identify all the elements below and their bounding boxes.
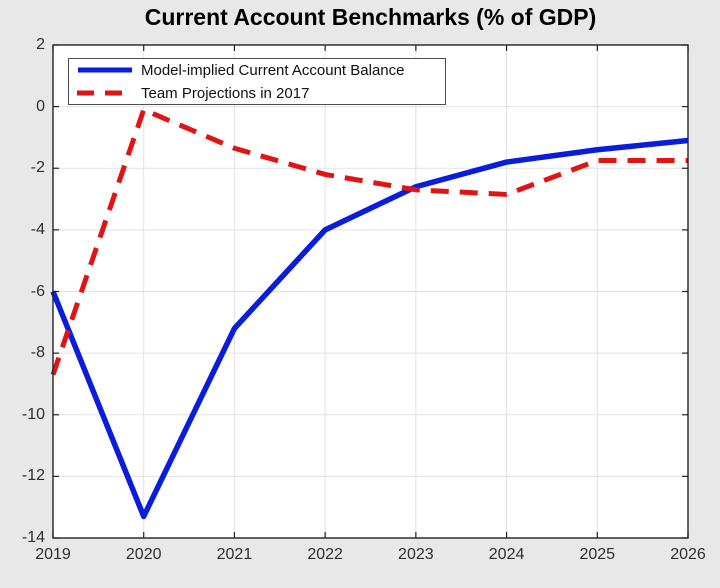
x-axis-tick-label: 2026 [670, 546, 706, 563]
y-axis-tick-label: -2 [30, 159, 45, 177]
y-axis-tick-label: 0 [36, 97, 45, 115]
legend-dashed-line-sample [77, 90, 133, 96]
y-axis-tick-label: -8 [30, 344, 45, 362]
legend-item-team-projections: Team Projections in 2017 [76, 83, 445, 104]
x-axis-tick-label: 2019 [35, 546, 71, 563]
series-line-team-projections [50, 107, 688, 376]
y-axis-tick-label: -4 [30, 220, 45, 238]
series-line-model-implied [50, 137, 689, 520]
legend: Model-implied Current Account Balance Te… [68, 58, 446, 105]
legend-label-team-projections: Team Projections in 2017 [141, 84, 310, 102]
x-axis-tick-label: 2022 [307, 546, 343, 563]
x-axis-tick-label: 2020 [125, 546, 162, 563]
legend-label-model-implied: Model-implied Current Account Balance [141, 61, 405, 79]
chart-title: Current Account Benchmarks (% of GDP) [144, 4, 597, 30]
x-axis-tick-label: 2025 [579, 546, 616, 563]
y-axis-tick-label: -14 [21, 529, 45, 546]
x-axis-tick-label: 2023 [398, 546, 434, 563]
y-axis-tick-label: -12 [21, 467, 45, 485]
y-axis-tick-label: -10 [21, 405, 45, 423]
legend-item-model-implied: Model-implied Current Account Balance [76, 60, 445, 81]
legend-solid-line-sample [78, 67, 132, 73]
y-axis-tick-label: -6 [30, 282, 45, 300]
y-axis-tick-label: 2 [36, 36, 45, 53]
x-axis-tick-label: 2021 [216, 546, 253, 563]
x-axis-tick-label: 2024 [488, 546, 525, 563]
